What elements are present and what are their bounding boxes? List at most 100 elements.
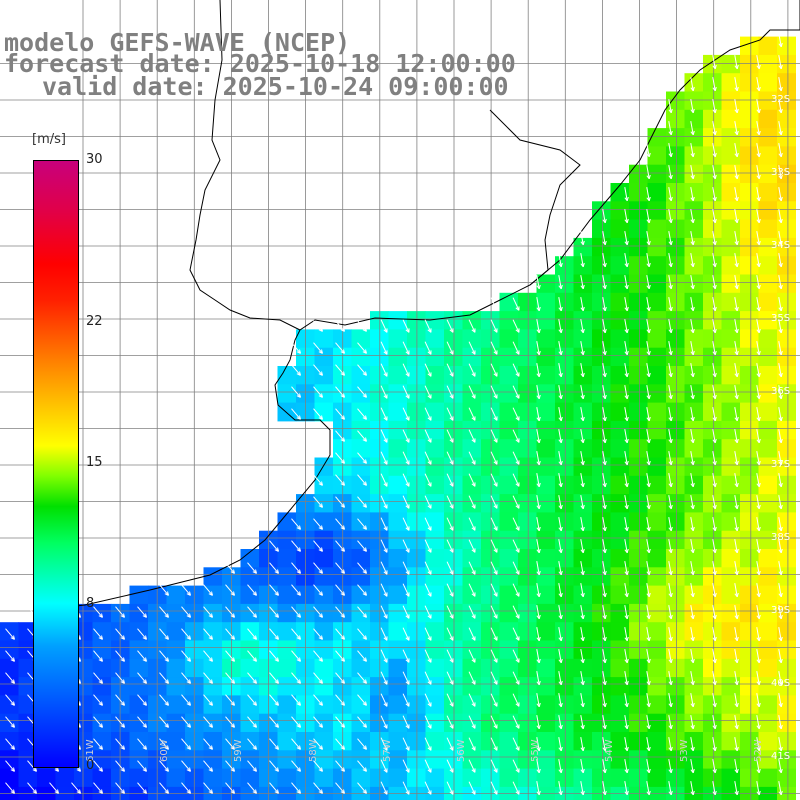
wind-arrow	[778, 363, 783, 378]
speed-cell	[703, 713, 722, 733]
speed-cell	[573, 311, 593, 330]
speed-cell	[740, 494, 759, 513]
wind-arrow	[203, 672, 213, 684]
speed-cell	[629, 512, 648, 532]
speed-cell	[703, 164, 722, 184]
speed-cell	[536, 768, 556, 788]
speed-cell	[721, 274, 741, 294]
speed-cell	[758, 201, 778, 221]
speed-cell	[647, 183, 667, 202]
speed-cell	[666, 256, 685, 275]
wind-arrow	[624, 187, 629, 202]
wind-arrow	[712, 429, 717, 444]
speed-cell	[740, 402, 759, 422]
wind-arrow	[602, 385, 607, 400]
speed-cell	[536, 420, 556, 440]
speed-cell	[666, 292, 685, 312]
wind-arrow	[734, 451, 739, 466]
wind-arrow	[446, 429, 454, 443]
speed-cell	[684, 494, 704, 513]
speed-cell	[129, 750, 149, 770]
wind-arrow	[203, 650, 213, 662]
wind-arrow	[357, 474, 367, 486]
wind-arrow	[668, 561, 673, 576]
wind-arrow	[712, 451, 717, 466]
wind-arrow	[468, 693, 476, 707]
wind-arrow	[357, 408, 367, 420]
speed-cell	[684, 384, 704, 404]
speed-cell	[758, 420, 778, 440]
speed-cell	[129, 768, 149, 788]
wind-arrow	[778, 121, 783, 136]
wind-arrow	[734, 55, 739, 70]
speed-cell	[629, 640, 648, 660]
wind-arrow	[624, 715, 629, 730]
wind-arrow	[690, 341, 695, 356]
speed-cell	[721, 567, 741, 587]
speed-cell	[592, 439, 611, 458]
speed-cell	[573, 384, 593, 404]
wind-arrow	[756, 209, 761, 224]
speed-cell	[92, 732, 112, 751]
speed-cell	[758, 677, 778, 696]
speed-cell	[629, 549, 648, 568]
wind-arrow	[115, 782, 125, 794]
wind-arrow	[335, 408, 345, 420]
wind-arrow	[734, 385, 739, 400]
speed-cell	[740, 311, 759, 330]
speed-cell	[518, 768, 537, 788]
speed-cell	[721, 622, 741, 641]
wind-arrow	[734, 231, 739, 246]
wind-arrow	[624, 209, 629, 224]
wind-arrow	[712, 737, 717, 752]
wind-arrow	[580, 407, 585, 422]
speed-cell	[314, 384, 334, 404]
wind-arrow	[446, 319, 454, 333]
wind-arrow	[536, 407, 541, 422]
speed-cell	[610, 347, 630, 367]
wind-arrow	[646, 627, 651, 642]
wind-arrow	[558, 385, 563, 400]
wind-arrow	[778, 55, 783, 70]
wind-arrow	[646, 539, 651, 554]
wind-arrow	[778, 649, 783, 664]
wind-arrow	[490, 671, 498, 685]
speed-cell	[684, 183, 704, 202]
speed-cell	[703, 329, 722, 349]
wind-arrow	[181, 606, 191, 618]
wind-arrow	[756, 451, 761, 466]
wind-arrow	[335, 606, 345, 618]
speed-cell	[647, 677, 667, 696]
speed-cell	[536, 695, 556, 715]
wind-arrow	[580, 671, 585, 686]
speed-cell	[777, 750, 796, 770]
speed-cell	[647, 494, 667, 513]
wind-arrow	[93, 650, 103, 662]
wind-arrow	[49, 782, 59, 794]
speed-cell	[518, 475, 537, 495]
speed-cell	[666, 420, 685, 440]
wind-arrow	[269, 738, 279, 750]
wind-arrow	[446, 495, 454, 509]
speed-cell	[610, 311, 630, 330]
wind-arrow	[646, 693, 651, 708]
speed-cell	[740, 366, 759, 385]
speed-cell	[684, 402, 704, 422]
wind-arrow	[624, 605, 629, 620]
wind-arrow	[536, 385, 541, 400]
speed-cell	[555, 622, 574, 641]
speed-cell	[592, 201, 611, 221]
speed-cell	[18, 695, 38, 715]
wind-arrow	[402, 693, 410, 707]
speed-cell	[592, 366, 611, 385]
wind-arrow	[468, 319, 476, 333]
speed-cell	[166, 677, 186, 696]
wind-arrow	[690, 759, 695, 774]
speed-cell	[740, 201, 759, 221]
speed-cell	[592, 420, 611, 440]
speed-cell	[351, 585, 371, 605]
wind-arrow	[402, 759, 410, 773]
speed-cell	[536, 274, 556, 294]
wind-arrow	[446, 517, 454, 531]
speed-cell	[0, 713, 19, 733]
